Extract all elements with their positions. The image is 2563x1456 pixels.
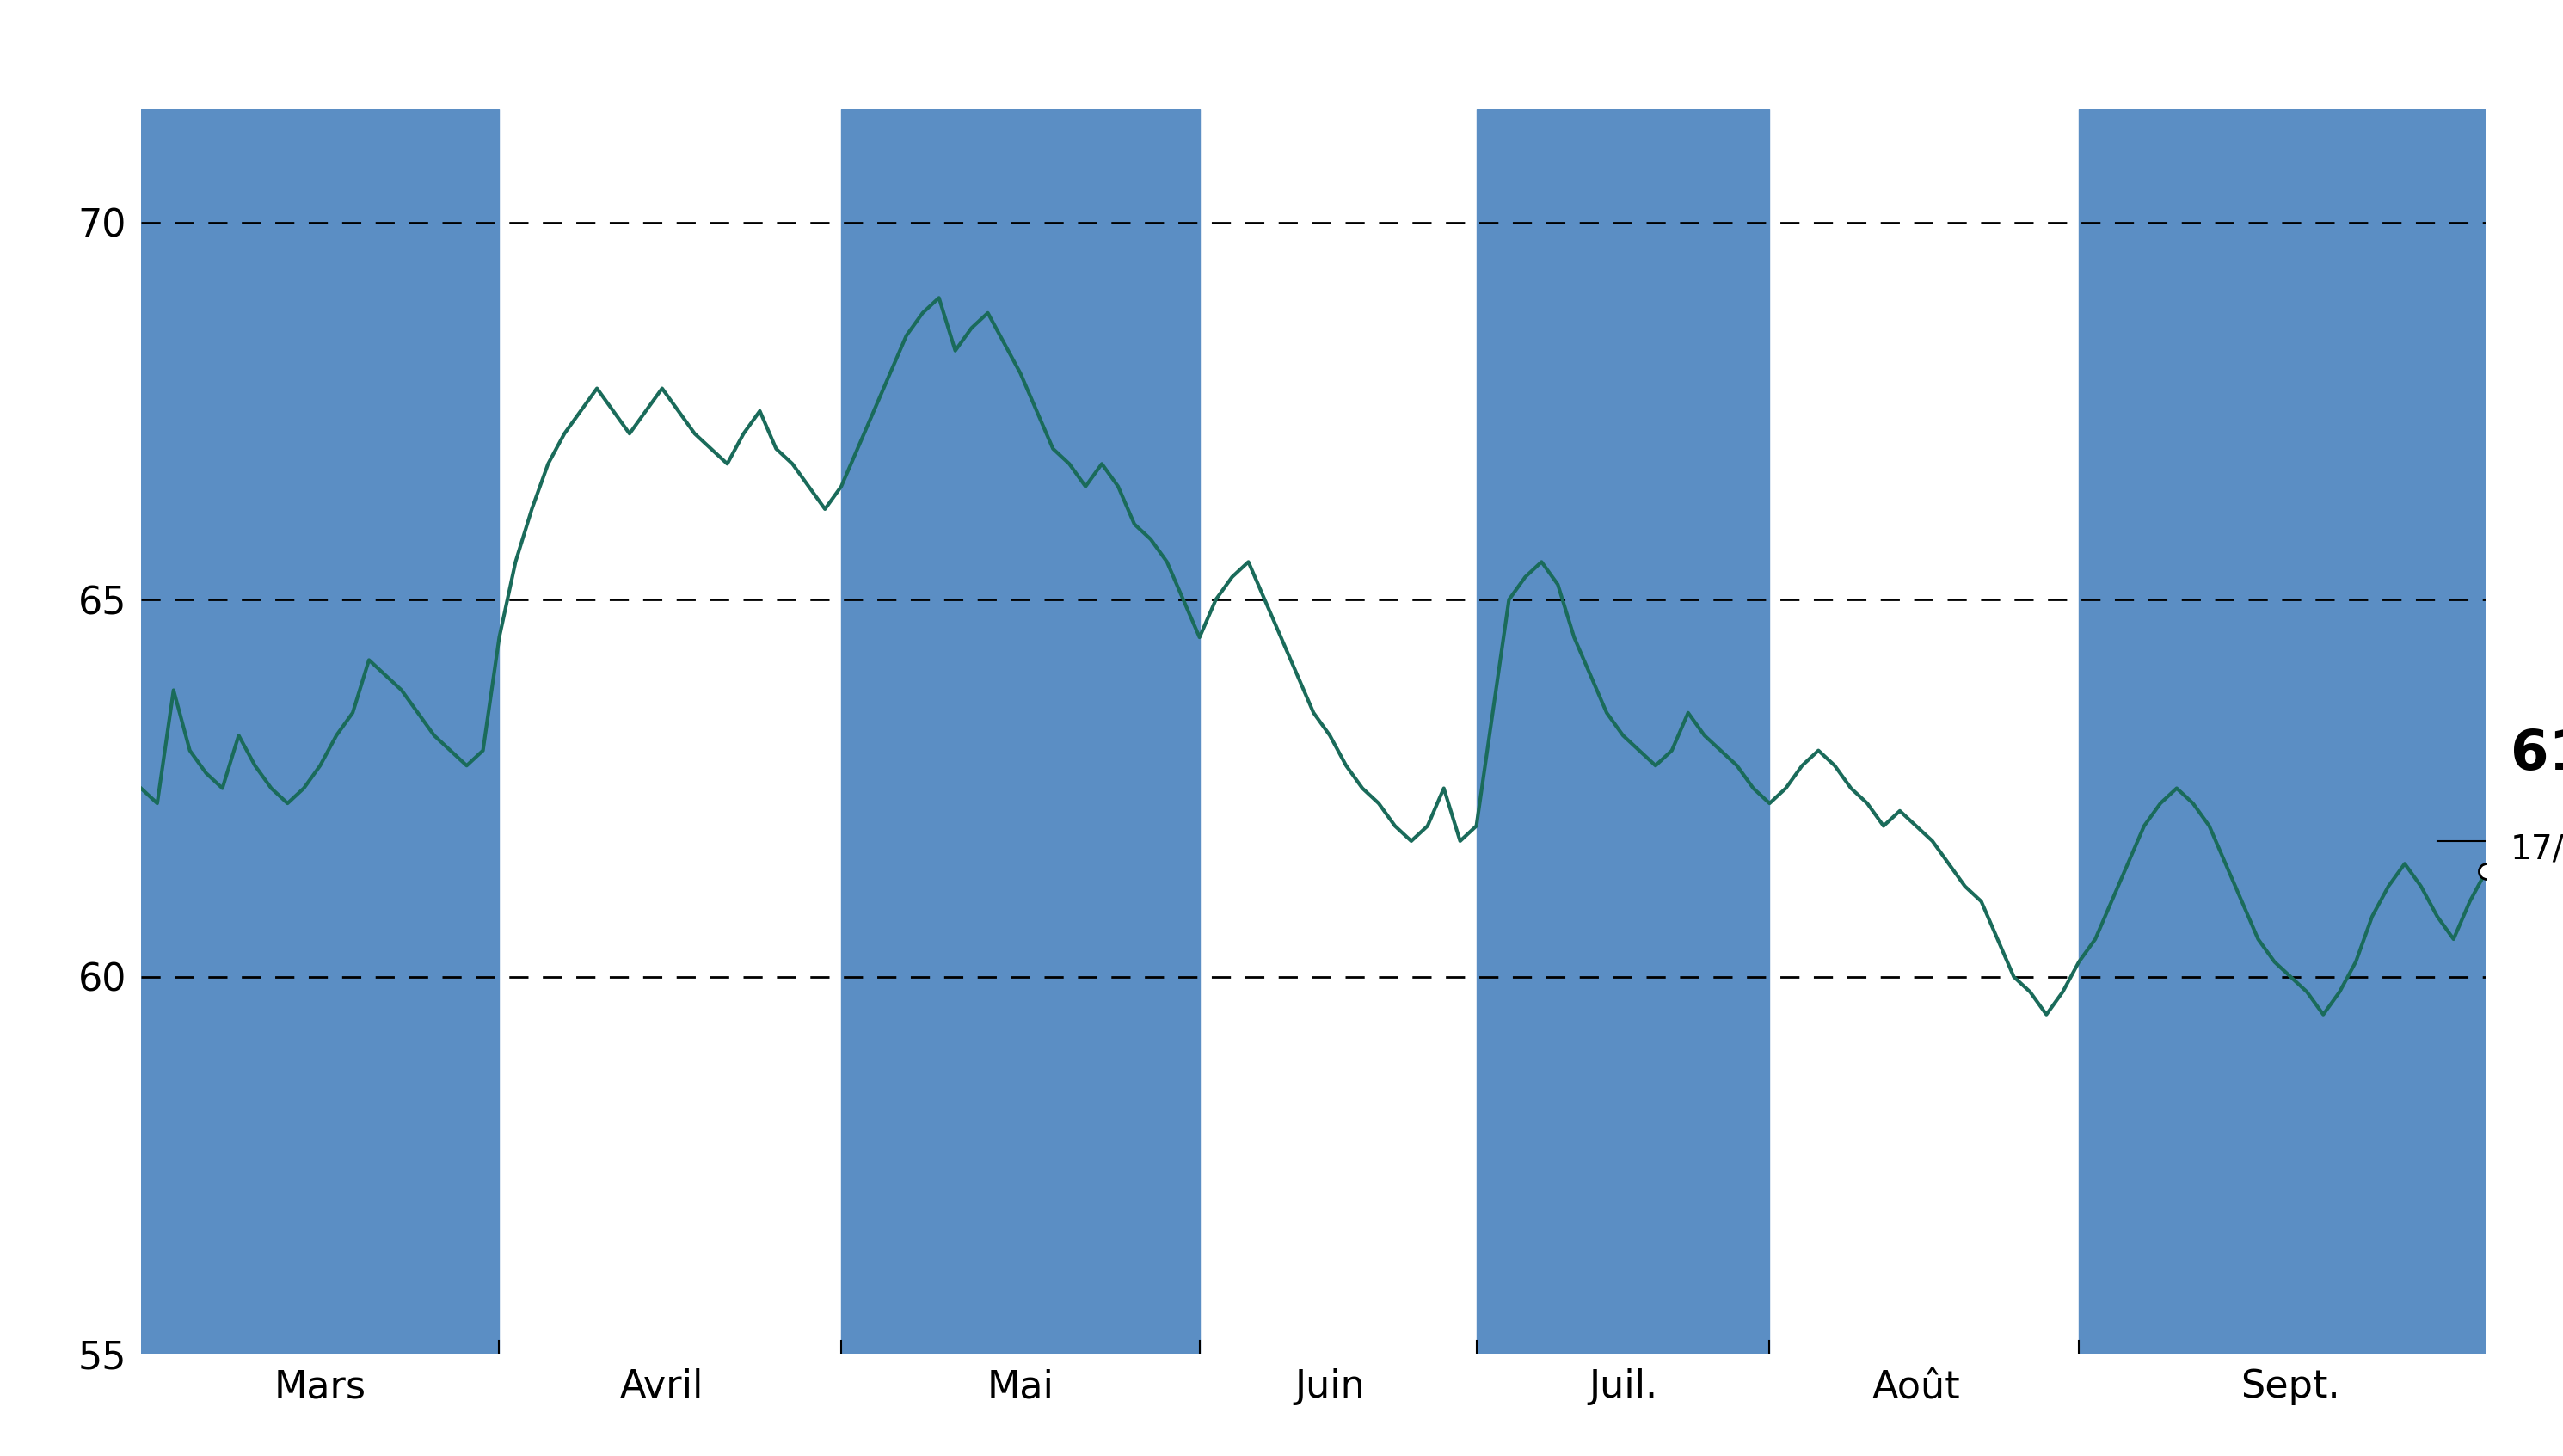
Bar [2079,109,2501,1354]
Text: 61,40: 61,40 [2512,728,2563,780]
Text: 17/09: 17/09 [2512,833,2563,866]
Text: TOTALENERGIES: TOTALENERGIES [846,17,1717,111]
Bar [1476,109,1768,1354]
Bar [841,109,1199,1354]
Bar [141,109,500,1354]
